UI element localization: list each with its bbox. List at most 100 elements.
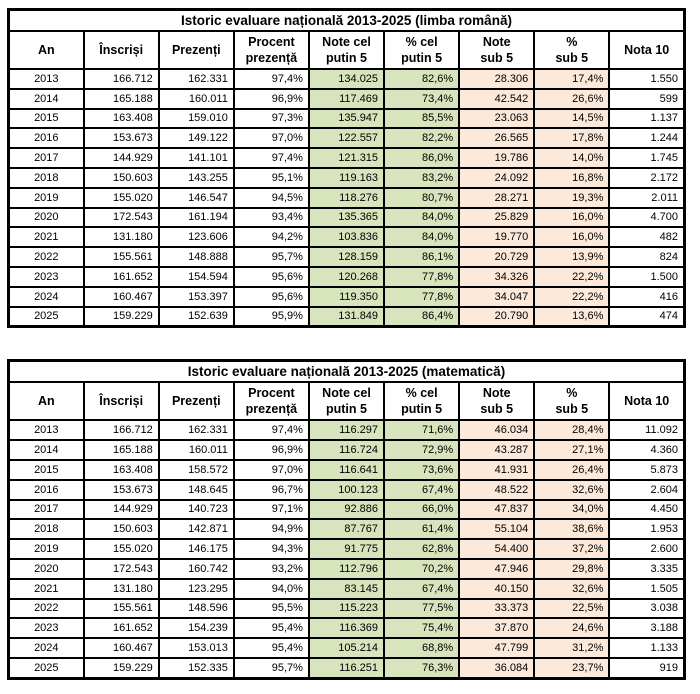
cell-prezenti: 140.723 xyxy=(157,498,235,521)
cell-note-sub-5: 41.931 xyxy=(458,458,536,481)
cell-note-cel-putin-5: 117.469 xyxy=(307,87,386,110)
cell-inscrisi: 155.020 xyxy=(82,538,160,560)
cell-note-sub-5: 55.104 xyxy=(458,518,536,541)
table-row-2022: 2022 155.561 148.888 95,7% 128.159 86,1% 20.72… xyxy=(7,246,686,268)
cell-pct-cel-putin-5: 83,2% xyxy=(383,166,461,189)
column-header-nota-10: Nota 10 xyxy=(608,30,686,70)
cell-note-cel-putin-5: 100.123 xyxy=(307,478,386,501)
table-row-2016: 2016 153.673 149.122 97,0% 122.557 82,2% 26.56… xyxy=(7,127,686,150)
cell-pct-cel-putin-5: 82,2% xyxy=(383,127,461,150)
table-row-2025: 2025 159.229 152.639 95,9% 131.849 86,4% 20.79… xyxy=(7,305,686,328)
cell-note-cel-putin-5: 91.775 xyxy=(307,538,386,560)
cell-prezenti: 154.594 xyxy=(157,265,235,288)
cell-note-cel-putin-5: 116.251 xyxy=(307,656,386,680)
cell-note-sub-5: 23.063 xyxy=(458,107,536,130)
cell-pct-sub-5: 16,8% xyxy=(533,166,611,189)
cell-procent-prezenta: 97,4% xyxy=(232,147,310,169)
cell-nota-10: 5.873 xyxy=(608,458,686,481)
cell-note-sub-5: 54.400 xyxy=(458,538,536,560)
cell-nota-10: 1.505 xyxy=(608,577,686,600)
cell-an: 2021 xyxy=(7,226,85,249)
column-header-procent-prezenta: Procent prezență xyxy=(232,30,310,70)
cell-an: 2024 xyxy=(7,637,85,659)
cell-prezenti: 153.397 xyxy=(157,285,235,308)
cell-pct-cel-putin-5: 86,1% xyxy=(383,246,461,268)
table-row-2021: 2021 131.180 123.606 94,2% 103.836 84,0% 19.77… xyxy=(7,226,686,249)
cell-prezenti: 160.742 xyxy=(157,557,235,580)
cell-prezenti: 162.331 xyxy=(157,419,235,442)
table-title-row: Istoric evaluare națională 2013-2025 (li… xyxy=(7,8,686,32)
table-row-2021: 2021 131.180 123.295 94,0% 83.145 67,4% 40.150… xyxy=(7,577,686,600)
cell-note-cel-putin-5: 118.276 xyxy=(307,186,386,209)
table-row-2022: 2022 155.561 148.596 95,5% 115.223 77,5% 33.37… xyxy=(7,597,686,620)
cell-prezenti: 162.331 xyxy=(157,68,235,90)
column-header-pct-sub-5: % sub 5 xyxy=(533,30,611,70)
cell-procent-prezenta: 97,4% xyxy=(232,68,310,90)
cell-nota-10: 1.745 xyxy=(608,147,686,169)
cell-nota-10: 1.137 xyxy=(608,107,686,130)
cell-prezenti: 158.572 xyxy=(157,458,235,481)
cell-pct-sub-5: 38,6% xyxy=(533,518,611,541)
cell-inscrisi: 155.561 xyxy=(82,597,160,620)
cell-procent-prezenta: 95,4% xyxy=(232,617,310,640)
table-body-matematica: 2013 166.712 162.331 97,4% 116.297 71,6% 46.03… xyxy=(7,419,686,680)
cell-pct-cel-putin-5: 75,4% xyxy=(383,617,461,640)
cell-inscrisi: 155.561 xyxy=(82,246,160,268)
cell-an: 2025 xyxy=(7,656,85,680)
cell-an: 2019 xyxy=(7,538,85,560)
cell-note-cel-putin-5: 83.145 xyxy=(307,577,386,600)
cell-inscrisi: 159.229 xyxy=(82,305,160,328)
cell-note-cel-putin-5: 128.159 xyxy=(307,246,386,268)
cell-an: 2015 xyxy=(7,107,85,130)
cell-pct-sub-5: 16,0% xyxy=(533,206,611,229)
cell-pct-cel-putin-5: 68,8% xyxy=(383,637,461,659)
cell-procent-prezenta: 94,0% xyxy=(232,577,310,600)
cell-inscrisi: 131.180 xyxy=(82,226,160,249)
cell-prezenti: 143.255 xyxy=(157,166,235,189)
table-row-2014: 2014 165.188 160.011 96,9% 117.469 73,4% 42.54… xyxy=(7,87,686,110)
cell-nota-10: 2.604 xyxy=(608,478,686,501)
cell-pct-sub-5: 13,9% xyxy=(533,246,611,268)
cell-note-sub-5: 20.729 xyxy=(458,246,536,268)
table-row-2024: 2024 160.467 153.013 95,4% 105.214 68,8% 47.79… xyxy=(7,637,686,659)
cell-nota-10: 2.600 xyxy=(608,538,686,560)
cell-note-sub-5: 26.565 xyxy=(458,127,536,150)
table-row-2014: 2014 165.188 160.011 96,9% 116.724 72,9% 43.28… xyxy=(7,439,686,461)
cell-pct-cel-putin-5: 67,4% xyxy=(383,478,461,501)
cell-note-cel-putin-5: 112.796 xyxy=(307,557,386,580)
cell-note-sub-5: 47.946 xyxy=(458,557,536,580)
table-row-2015: 2015 163.408 158.572 97,0% 116.641 73,6% 41.93… xyxy=(7,458,686,481)
cell-procent-prezenta: 95,1% xyxy=(232,166,310,189)
cell-note-cel-putin-5: 115.223 xyxy=(307,597,386,620)
cell-nota-10: 4.360 xyxy=(608,439,686,461)
cell-pct-sub-5: 17,8% xyxy=(533,127,611,150)
table-row-2018: 2018 150.603 142.871 94,9% 87.767 61,4% 55.104… xyxy=(7,518,686,541)
cell-note-cel-putin-5: 92.886 xyxy=(307,498,386,521)
cell-pct-cel-putin-5: 71,6% xyxy=(383,419,461,442)
cell-nota-10: 824 xyxy=(608,246,686,268)
cell-note-cel-putin-5: 131.849 xyxy=(307,305,386,328)
cell-prezenti: 148.888 xyxy=(157,246,235,268)
cell-pct-cel-putin-5: 86,4% xyxy=(383,305,461,328)
cell-an: 2014 xyxy=(7,87,85,110)
cell-inscrisi: 153.673 xyxy=(82,127,160,150)
cell-an: 2025 xyxy=(7,305,85,328)
cell-note-cel-putin-5: 105.214 xyxy=(307,637,386,659)
cell-an: 2017 xyxy=(7,147,85,169)
cell-note-cel-putin-5: 116.724 xyxy=(307,439,386,461)
table-row-2017: 2017 144.929 140.723 97,1% 92.886 66,0% 47.837… xyxy=(7,498,686,521)
cell-pct-cel-putin-5: 73,6% xyxy=(383,458,461,481)
column-header-inscrisi: Înscriși xyxy=(82,30,160,70)
cell-procent-prezenta: 95,7% xyxy=(232,246,310,268)
cell-note-sub-5: 34.326 xyxy=(458,265,536,288)
cell-pct-cel-putin-5: 76,3% xyxy=(383,656,461,680)
cell-pct-sub-5: 16,0% xyxy=(533,226,611,249)
table-row-2020: 2020 172.543 161.194 93,4% 135.365 84,0% 25.82… xyxy=(7,206,686,229)
table-row-2023: 2023 161.652 154.594 95,6% 120.268 77,8% 34.32… xyxy=(7,265,686,288)
cell-nota-10: 482 xyxy=(608,226,686,249)
cell-nota-10: 2.172 xyxy=(608,166,686,189)
cell-procent-prezenta: 96,7% xyxy=(232,478,310,501)
cell-pct-cel-putin-5: 73,4% xyxy=(383,87,461,110)
cell-an: 2020 xyxy=(7,557,85,580)
cell-prezenti: 146.175 xyxy=(157,538,235,560)
